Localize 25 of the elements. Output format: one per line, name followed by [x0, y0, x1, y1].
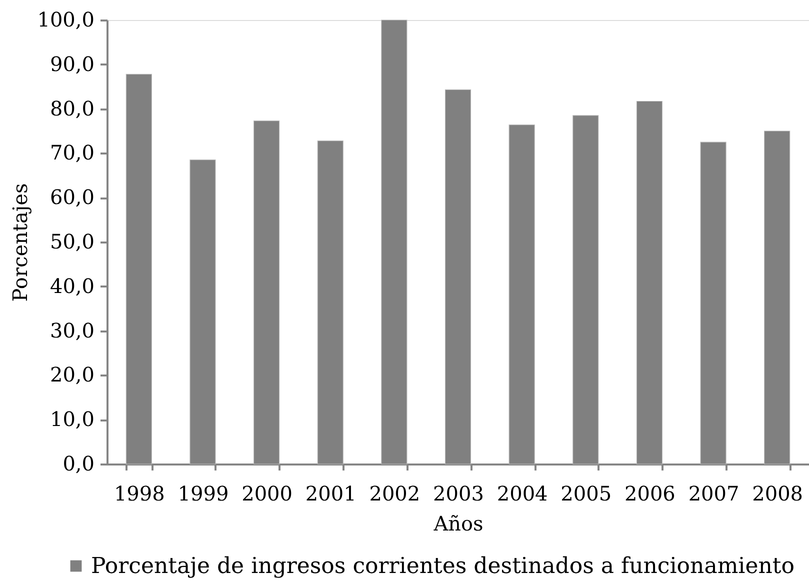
y-axis-title: Porcentajes	[8, 183, 32, 302]
y-tick-label: 10,0	[50, 407, 94, 432]
y-tick-label: 50,0	[50, 230, 94, 254]
x-tick-label: 2004	[496, 482, 548, 506]
y-tick-label: 70,0	[50, 140, 94, 165]
y-tick-label: 80,0	[50, 96, 94, 120]
x-tick-label: 2005	[560, 482, 612, 506]
x-tick-label: 2002	[369, 482, 420, 506]
y-tick-label: 0,0	[62, 452, 94, 476]
y-tick-label: 40,0	[50, 274, 94, 298]
x-tick-label: 2006	[624, 482, 676, 506]
x-axis-title: Años	[432, 512, 484, 536]
legend-label: Porcentaje de ingresos corrientes destinados a funcionamiento	[91, 554, 794, 579]
x-tick-label: 1998	[114, 482, 165, 506]
y-tick-label: 60,0	[50, 185, 94, 210]
x-tick-label: 2003	[433, 482, 484, 506]
x-tick-label: 1999	[178, 482, 229, 506]
y-tick-label: 100,0	[37, 8, 94, 32]
y-tick-label: 20,0	[50, 362, 94, 387]
x-tick-label: 2000	[242, 482, 292, 506]
x-tick-label: 2008	[752, 482, 804, 506]
x-tick-label: 2001	[305, 482, 356, 506]
y-tick-label: 30,0	[50, 318, 94, 342]
x-tick-label: 2007	[688, 482, 740, 506]
y-tick-label: 90,0	[50, 52, 94, 76]
